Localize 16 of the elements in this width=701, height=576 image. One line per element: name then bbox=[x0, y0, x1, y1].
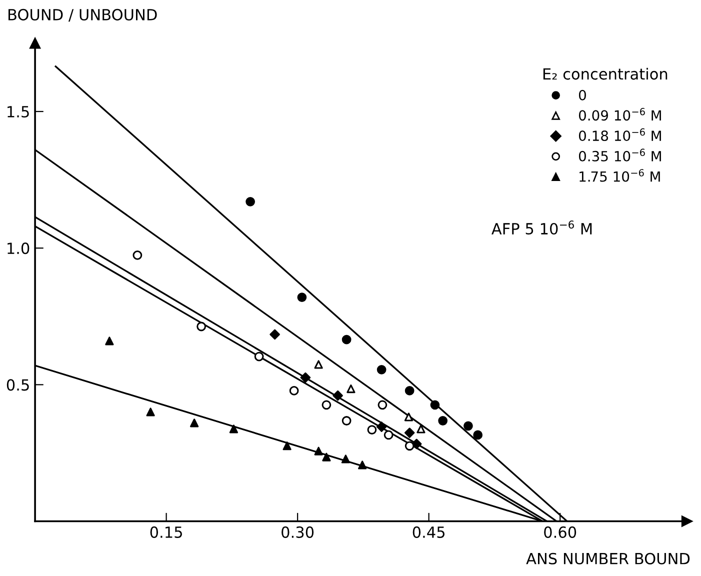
y-axis-title: BOUND / UNBOUND bbox=[8, 8, 157, 22]
x-tick-label: 0.30 bbox=[282, 526, 314, 538]
legend-label: 0.35 10$^{−6}$ M bbox=[578, 148, 661, 162]
y-tick-label: 0.5 bbox=[6, 379, 29, 391]
x-tick-label: 0.15 bbox=[150, 526, 182, 538]
legend-label: 0.18 10$^{−6}$ M bbox=[578, 128, 661, 142]
x-tick-label: 0.60 bbox=[544, 526, 576, 538]
x-axis-title: ANS NUMBER BOUND bbox=[526, 552, 690, 564]
x-tick-label: 0.45 bbox=[412, 526, 445, 538]
y-tick-label: 1.0 bbox=[8, 242, 30, 254]
annotation: AFP 5 10$^{−6}$ M bbox=[492, 220, 592, 235]
y-tick-label: 1.5 bbox=[8, 106, 29, 118]
legend-label: 0 bbox=[578, 90, 586, 100]
legend-label: 1.75 10$^{−6}$ M bbox=[580, 169, 660, 182]
legend-label: 0.09 10$^{−6}$ M bbox=[578, 108, 661, 121]
legend-title: E₂ concentration bbox=[543, 68, 668, 80]
